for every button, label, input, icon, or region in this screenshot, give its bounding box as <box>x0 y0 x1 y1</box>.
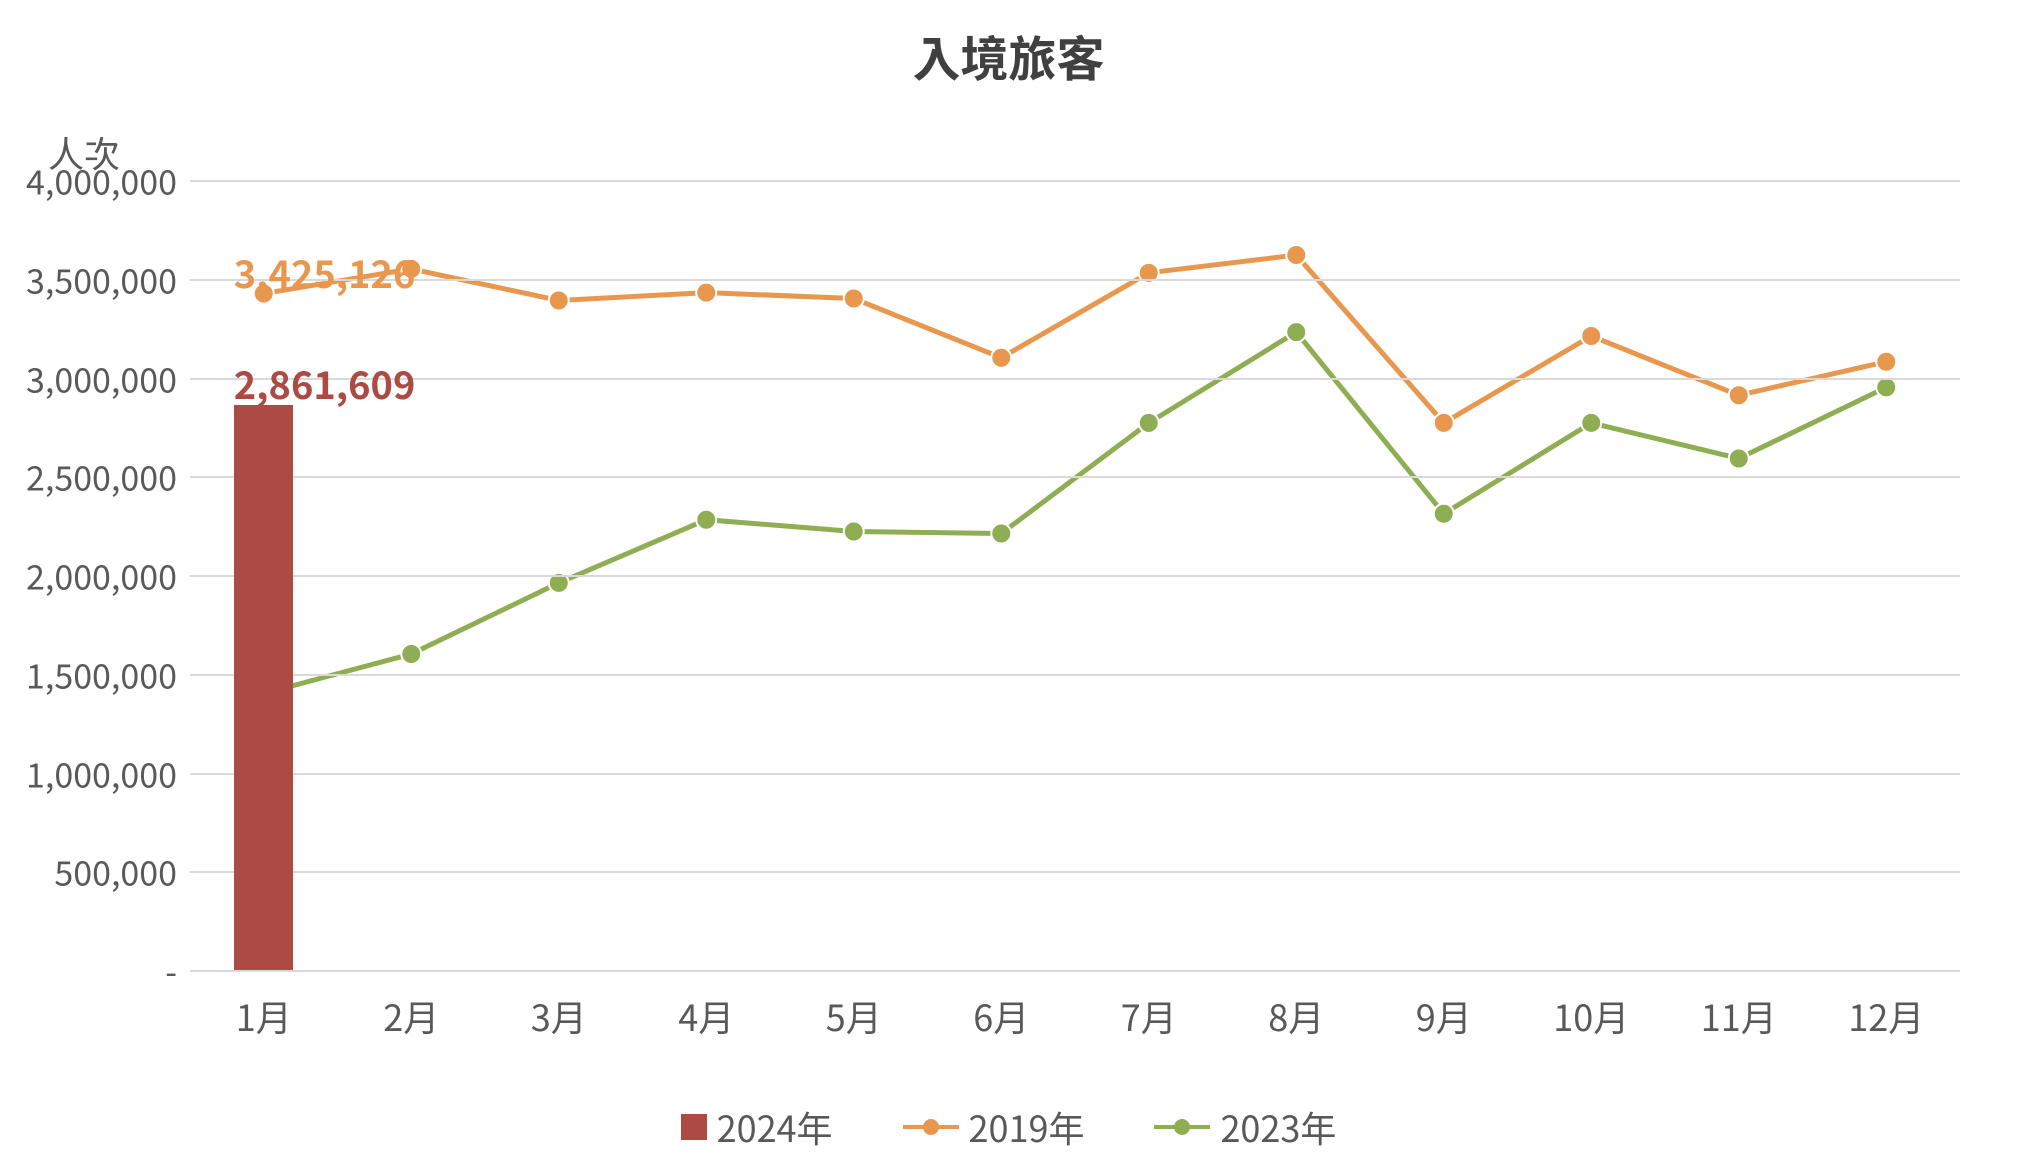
grid-line <box>190 180 1960 182</box>
x-tick-label: 8月 <box>1236 990 1356 1042</box>
legend-item-line_2019: 2019年 <box>903 1101 1085 1153</box>
y-tick-label: 3,000,000 <box>7 353 177 402</box>
grid-line <box>190 476 1960 478</box>
legend-item-line_2023: 2023年 <box>1154 1101 1336 1153</box>
x-tick-label: 5月 <box>794 990 914 1042</box>
y-tick-label: 500,000 <box>7 847 177 896</box>
x-tick-label: 3月 <box>499 990 619 1042</box>
y-tick-label: 1,000,000 <box>7 748 177 797</box>
series-2023-marker <box>1286 322 1306 342</box>
x-tick-label: 10月 <box>1531 990 1651 1042</box>
x-tick-label: 2月 <box>351 990 471 1042</box>
series-2019-marker <box>696 283 716 303</box>
x-tick-label: 11月 <box>1679 990 1799 1042</box>
grid-line <box>190 575 1960 577</box>
grid-line <box>190 674 1960 676</box>
chart-title: 入境旅客 <box>0 20 2017 90</box>
series-2023-marker <box>401 644 421 664</box>
legend-swatch-line <box>903 1125 959 1129</box>
x-tick-label: 12月 <box>1826 990 1946 1042</box>
series-2019-marker <box>1434 413 1454 433</box>
series-2023-line <box>264 332 1887 693</box>
x-tick-label: 1月 <box>204 990 324 1042</box>
y-tick-label: 3,500,000 <box>7 254 177 303</box>
legend-label: 2019年 <box>969 1101 1085 1153</box>
series-2023-marker <box>844 522 864 542</box>
bar-data-label: 2,861,609 <box>234 355 416 410</box>
series-2023-marker <box>1729 448 1749 468</box>
grid-line <box>190 871 1960 873</box>
series-2023-marker <box>991 524 1011 544</box>
x-tick-label: 4月 <box>646 990 766 1042</box>
grid-line <box>190 773 1960 775</box>
y-tick-label: - <box>7 946 177 995</box>
x-tick-label: 9月 <box>1384 990 1504 1042</box>
bar-2024 <box>234 405 293 970</box>
legend: 2024年 2019年 2023年 <box>0 1101 2017 1153</box>
y-tick-label: 4,000,000 <box>7 156 177 205</box>
series-2019-marker <box>991 348 1011 368</box>
series-2019-marker <box>1286 245 1306 265</box>
series-2023-marker <box>1876 377 1896 397</box>
legend-item-bar_2024: 2024年 <box>681 1101 833 1153</box>
series-2019-marker <box>1581 326 1601 346</box>
series-2023-marker <box>1139 413 1159 433</box>
legend-swatch-bar <box>681 1114 707 1140</box>
series-2019-data-label: 3,425,126 <box>234 244 416 299</box>
series-2023-marker <box>1434 504 1454 524</box>
grid-line <box>190 970 1960 972</box>
y-tick-label: 2,500,000 <box>7 452 177 501</box>
x-tick-label: 6月 <box>941 990 1061 1042</box>
series-2019-marker <box>1876 352 1896 372</box>
legend-swatch-line <box>1154 1125 1210 1129</box>
grid-line <box>190 378 1960 380</box>
legend-label: 2023年 <box>1220 1101 1336 1153</box>
legend-label: 2024年 <box>717 1101 833 1153</box>
plot-area <box>190 180 1960 970</box>
y-tick-label: 1,500,000 <box>7 649 177 698</box>
inbound-visitors-chart: 入境旅客 人次 -500,0001,000,0001,500,0002,000,… <box>0 0 2017 1173</box>
grid-line <box>190 279 1960 281</box>
series-2019-marker <box>844 289 864 309</box>
series-2019-marker <box>549 290 569 310</box>
x-tick-label: 7月 <box>1089 990 1209 1042</box>
series-2023-marker <box>1581 413 1601 433</box>
y-tick-label: 2,000,000 <box>7 551 177 600</box>
series-2019-marker <box>1729 385 1749 405</box>
series-2023-marker <box>696 510 716 530</box>
